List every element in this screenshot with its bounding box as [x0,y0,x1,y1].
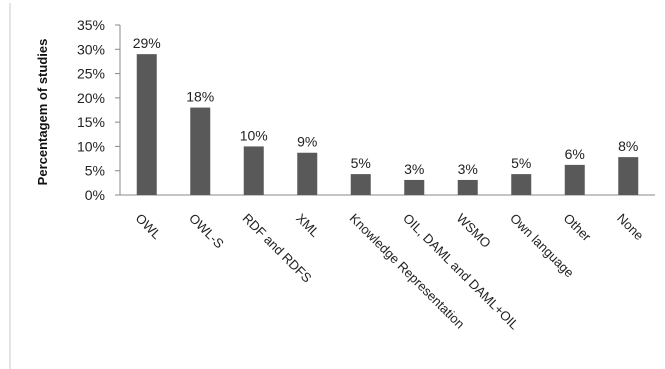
y-tick-label: 5% [85,163,105,179]
data-label: 8% [618,138,638,154]
y-tick-label: 10% [77,138,105,154]
data-label: 5% [351,155,371,171]
data-label: 5% [511,155,531,171]
bar [618,157,639,195]
x-tick-label: None [614,211,647,244]
data-label: 18% [186,89,214,105]
y-tick-label: 15% [77,114,105,130]
x-tick-label: WSMO [454,211,494,251]
data-label: 10% [240,127,268,143]
y-tick-label: 25% [77,66,105,82]
x-tick-label: Other [561,211,595,245]
y-tick-label: 0% [85,187,105,203]
x-tick-label: OWL-S [186,211,227,252]
y-tick-label: 30% [77,41,105,57]
data-label: 3% [404,161,424,177]
bar [136,54,157,196]
bars-group [136,54,639,196]
data-labels-group: 29% 18% 10% 9% 5% 3% 3% 5% 6% 8% [133,35,639,177]
y-axis-title: Percentagem of studies [35,39,50,186]
y-tick-label: 35% [77,17,105,33]
x-tick-label: Knowledge Representation [347,211,468,332]
x-tick-label: XML [293,211,323,241]
bar [457,179,478,195]
y-tick-label: 20% [77,90,105,106]
bar [297,152,318,195]
y-axis-ticks: 0% 5% 10% 15% 20% 25% 30% 35% [77,17,120,203]
data-label: 29% [133,35,161,51]
bar [243,146,264,195]
bar [190,107,211,195]
bar [511,174,532,195]
bar [564,164,585,195]
bar [404,179,425,195]
data-label: 6% [565,146,585,162]
x-tick-label: OWL [133,211,165,243]
bar [350,174,371,195]
data-label: 9% [297,134,317,150]
data-label: 3% [458,161,478,177]
